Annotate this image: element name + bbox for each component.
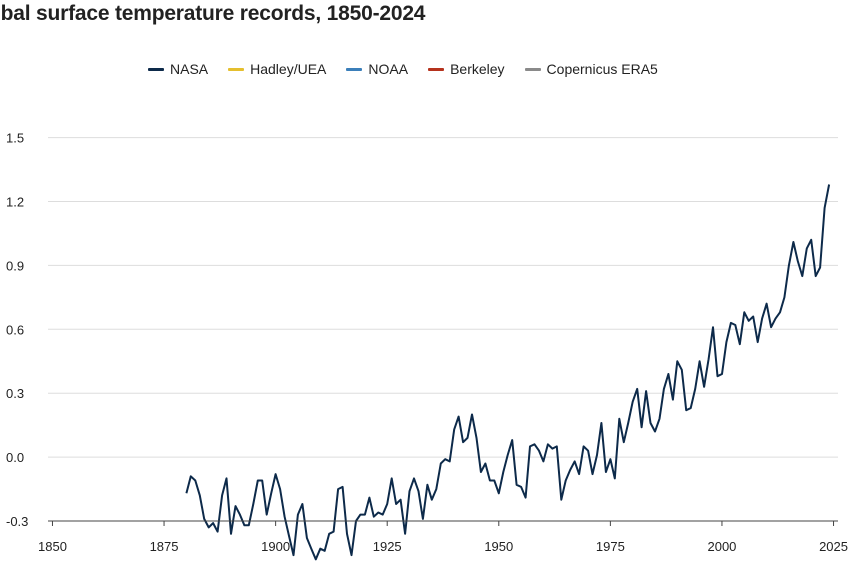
y-tick-label: 0.0 <box>6 450 24 465</box>
x-tick-label: 2025 <box>819 539 848 554</box>
series-lines <box>185 184 831 561</box>
y-tick-label: 0.6 <box>6 322 24 337</box>
grid-lines <box>48 137 838 522</box>
legend-label-noaa: NOAA <box>368 61 409 77</box>
legend-label-hadley: Hadley/UEA <box>250 61 327 77</box>
x-tick-label: 1850 <box>38 539 67 554</box>
x-tick-label: 1925 <box>373 539 402 554</box>
x-tick-label: 1875 <box>150 539 179 554</box>
legend-item-noaa: NOAA <box>346 61 408 77</box>
y-tick-label: 0.3 <box>6 386 24 401</box>
axes: -0.3 0.0 0.3 0.6 0.9 1.2 1.5 1850 1875 1900 1925 19… <box>6 131 848 554</box>
chart-legend: NASA Hadley/UEA NOAA Berkeley Copernicus… <box>148 61 658 77</box>
series-line-nasa <box>185 184 831 561</box>
legend-item-hadley: Hadley/UEA <box>228 61 326 77</box>
x-tick-label: 1975 <box>596 539 625 554</box>
y-tick-label: 1.5 <box>6 131 24 146</box>
legend-label-era5: Copernicus ERA5 <box>546 61 658 77</box>
legend-swatch-noaa <box>346 67 363 71</box>
legend-label-nasa: NASA <box>170 61 209 77</box>
legend-item-berkeley: Berkeley <box>428 61 505 77</box>
legend-item-era5: Copernicus ERA5 <box>524 61 658 77</box>
legend-label-berkeley: Berkeley <box>450 61 505 77</box>
legend-item-nasa: NASA <box>148 61 208 77</box>
y-tick-label: 0.9 <box>6 258 24 273</box>
chart-title: obal surface temperature records, 1850-2… <box>0 2 426 25</box>
legend-swatch-hadley <box>228 67 245 71</box>
legend-swatch-era5 <box>524 67 541 71</box>
y-tick-label: -0.3 <box>6 514 28 529</box>
legend-swatch-berkeley <box>428 67 445 71</box>
x-tick-label: 1900 <box>261 539 290 554</box>
y-tick-label: 1.2 <box>6 195 24 210</box>
legend-swatch-nasa <box>148 67 164 71</box>
x-tick-label: 2000 <box>707 539 736 554</box>
x-tick-label: 1950 <box>484 539 513 554</box>
